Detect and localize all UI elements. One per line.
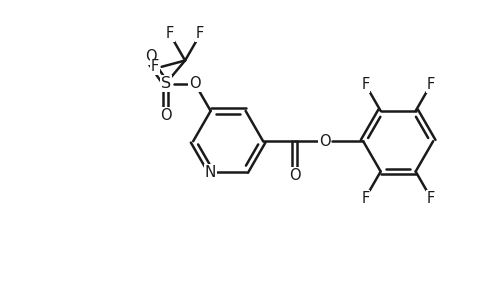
Text: F: F — [427, 190, 435, 206]
Text: F: F — [361, 77, 370, 92]
Text: O: O — [160, 108, 172, 123]
Text: F: F — [427, 77, 435, 92]
Text: N: N — [205, 165, 216, 180]
Text: O: O — [289, 168, 300, 183]
Text: F: F — [196, 26, 204, 41]
Text: O: O — [189, 76, 200, 91]
Text: F: F — [361, 190, 370, 206]
Text: F: F — [166, 26, 174, 41]
Text: F: F — [150, 59, 159, 74]
Text: O: O — [145, 49, 156, 64]
Text: O: O — [319, 134, 330, 149]
Text: S: S — [160, 76, 171, 91]
